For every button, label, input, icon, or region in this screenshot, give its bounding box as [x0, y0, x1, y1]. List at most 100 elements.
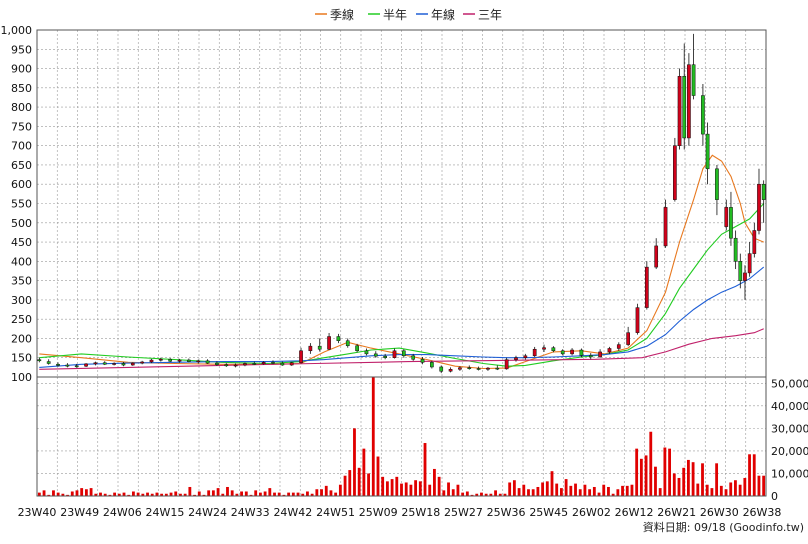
volume-bar	[734, 480, 737, 496]
volume-bar	[705, 484, 709, 496]
price-tick-label: 950	[11, 43, 32, 56]
candle-body	[705, 133, 710, 170]
candle	[196, 359, 201, 364]
candle-body	[383, 355, 387, 358]
volume-bar	[244, 491, 248, 496]
candle-body	[37, 359, 42, 362]
volume-bar	[559, 488, 563, 496]
week-tick-label: 23W40	[18, 506, 57, 519]
legend-label: 年線	[431, 7, 455, 22]
volume-axis-tick-labels: 50,000 40,000 30,000 20,000 10,000 0	[771, 377, 808, 503]
candle-body	[140, 361, 144, 364]
candle	[56, 362, 60, 367]
volume-bar	[550, 471, 554, 496]
candle	[733, 230, 738, 270]
volume-bar	[512, 480, 516, 496]
volume-bar	[545, 481, 549, 496]
volume-bar	[757, 475, 761, 496]
candle-body	[738, 261, 743, 281]
candle	[308, 343, 313, 354]
volume-bar	[334, 492, 338, 496]
volume-bar	[597, 492, 601, 496]
volume-bar	[752, 454, 756, 496]
volume-bar	[37, 492, 41, 496]
candle-body	[752, 230, 757, 254]
week-tick-label: 26W21	[657, 506, 696, 519]
candle	[187, 358, 191, 363]
price-tick-label: 350	[11, 275, 32, 288]
candle	[757, 168, 761, 235]
volume-bar	[56, 492, 60, 496]
volume-bar	[536, 486, 540, 496]
volume-bar	[677, 477, 681, 496]
volume-bar	[691, 462, 695, 496]
candle	[233, 363, 238, 368]
candle	[551, 346, 556, 353]
candle	[635, 303, 640, 335]
candle-body	[215, 362, 219, 365]
volume-bar	[522, 484, 526, 496]
volume-bar	[70, 491, 74, 496]
volume-bar	[193, 494, 196, 496]
week-tick-label: 26W12	[615, 506, 654, 519]
volume-bar	[277, 492, 281, 496]
candle	[560, 349, 565, 356]
volume-bar	[207, 490, 211, 496]
price-tick-label: 550	[11, 198, 32, 211]
volume-bar	[235, 493, 239, 496]
week-tick-label: 24W24	[188, 506, 227, 519]
week-tick-label: 26W02	[572, 506, 611, 519]
price-tick-label: 800	[11, 101, 32, 114]
candle-body	[635, 307, 640, 333]
candle	[654, 238, 659, 270]
volume-bar	[588, 489, 592, 496]
candle-body	[570, 349, 574, 355]
candle	[458, 366, 462, 371]
candle-body	[187, 359, 191, 362]
price-tick-label: 1,000	[1, 24, 33, 37]
candle-body	[729, 207, 733, 239]
candle	[752, 222, 757, 258]
week-tick-label: 25W09	[359, 506, 398, 519]
volume-tick-label: 20,000	[771, 445, 808, 458]
volume-bar	[287, 492, 291, 496]
candle	[476, 366, 481, 371]
candle-body	[523, 355, 528, 358]
volume-bar	[268, 488, 272, 496]
candle-body	[327, 336, 331, 350]
volume-bar	[385, 481, 389, 496]
candle	[345, 338, 350, 348]
candle-body	[102, 362, 107, 365]
volume-bar	[418, 481, 422, 496]
candle-body	[317, 345, 322, 350]
volume-bar	[409, 484, 413, 496]
candle	[280, 361, 285, 366]
volume-bar	[329, 490, 333, 496]
volume-bar	[696, 483, 700, 496]
volume-bar	[367, 473, 370, 496]
candle	[355, 343, 359, 353]
candle	[336, 333, 341, 344]
candle-body	[560, 350, 565, 355]
candle-body	[373, 353, 378, 357]
candle	[383, 353, 387, 360]
volume-bar	[428, 484, 432, 496]
candle	[411, 353, 416, 361]
candle	[130, 362, 135, 366]
volume-bar	[710, 488, 714, 496]
candle	[607, 346, 612, 354]
volume-bar	[249, 494, 253, 496]
candle	[677, 68, 682, 150]
candle	[37, 357, 42, 363]
volume-bar	[461, 492, 465, 496]
volume-bar	[625, 485, 629, 496]
volume-bar	[42, 490, 46, 496]
volume-bar	[423, 443, 427, 496]
volume-bar	[263, 491, 267, 496]
volume-bar	[117, 493, 121, 496]
candle	[715, 164, 719, 216]
volume-bar	[320, 489, 323, 496]
candle-body	[271, 362, 275, 364]
volume-bar	[724, 489, 728, 496]
